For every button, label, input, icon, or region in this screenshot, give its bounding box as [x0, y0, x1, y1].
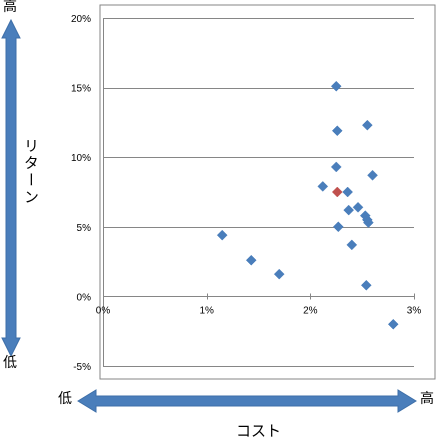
data-point: [361, 119, 373, 131]
y-axis-title: リターン: [22, 138, 40, 206]
x-axis-arrow: [77, 389, 417, 413]
data-point: [346, 239, 358, 251]
plot-area: [99, 4, 436, 380]
axes: [103, 18, 415, 366]
x-tick-label: 2%: [303, 305, 318, 316]
data-point: [367, 169, 378, 181]
data-point: [273, 268, 285, 280]
x-tick-label: 1%: [199, 305, 214, 316]
y-axis-arrow: [1, 18, 21, 358]
y-tick-label: 15%: [71, 84, 91, 95]
x-tick-label: 0%: [96, 305, 111, 316]
data-point: [330, 161, 342, 173]
data-point: [332, 221, 344, 233]
data-point: [387, 318, 399, 330]
y-axis-low-label: 低: [3, 355, 17, 371]
tick-labels: 20% 15% 10% 5% 0% -5% 0% 1% 2% 3%: [71, 14, 421, 373]
data-point: [342, 186, 354, 198]
data-point: [360, 279, 372, 291]
y-tick-label: -5%: [73, 362, 91, 373]
data-point: [330, 80, 342, 92]
data-point: [245, 254, 257, 266]
data-point: [352, 201, 364, 213]
x-axis-low-label: 低: [58, 391, 72, 407]
y-tick-label: 5%: [77, 223, 92, 234]
highlighted-data-point: [331, 186, 343, 198]
y-tick-label: 10%: [71, 153, 91, 164]
data-point: [363, 217, 374, 228]
y-tick-label: 0%: [77, 292, 92, 303]
y-tick-label: 20%: [71, 14, 91, 25]
data-point: [216, 229, 228, 241]
x-axis-high-label: 高: [420, 391, 434, 407]
data-points: [216, 80, 399, 330]
data-point: [331, 125, 343, 137]
x-axis-title: コスト: [236, 422, 282, 440]
y-axis-high-label: 高: [3, 0, 17, 15]
x-tick-label: 3%: [407, 305, 422, 316]
data-point: [343, 204, 355, 216]
data-point: [317, 181, 329, 192]
